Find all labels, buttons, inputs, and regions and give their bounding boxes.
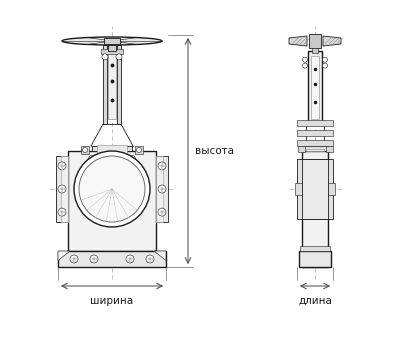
Circle shape bbox=[158, 162, 166, 170]
Circle shape bbox=[158, 185, 166, 193]
Bar bbox=[298, 146, 304, 152]
Bar bbox=[156, 156, 163, 222]
Bar bbox=[306, 149, 324, 151]
Bar bbox=[300, 246, 330, 251]
Bar bbox=[308, 51, 322, 124]
Bar bbox=[97, 145, 127, 156]
Bar bbox=[309, 34, 321, 48]
Circle shape bbox=[58, 208, 66, 216]
Circle shape bbox=[128, 155, 136, 163]
Circle shape bbox=[100, 155, 108, 163]
Bar bbox=[297, 140, 333, 146]
Circle shape bbox=[58, 185, 66, 193]
Circle shape bbox=[126, 255, 134, 263]
Bar bbox=[92, 146, 132, 151]
Circle shape bbox=[146, 255, 154, 263]
Circle shape bbox=[116, 155, 124, 163]
Circle shape bbox=[82, 147, 88, 153]
Bar bbox=[81, 146, 89, 154]
Circle shape bbox=[322, 57, 328, 62]
Polygon shape bbox=[323, 36, 341, 46]
Bar bbox=[117, 45, 121, 124]
Circle shape bbox=[74, 151, 150, 227]
Circle shape bbox=[302, 63, 308, 68]
Bar bbox=[58, 251, 166, 267]
Circle shape bbox=[322, 63, 328, 68]
Circle shape bbox=[158, 208, 166, 216]
Bar bbox=[104, 38, 120, 44]
Bar bbox=[103, 45, 107, 124]
Circle shape bbox=[136, 147, 142, 153]
Bar bbox=[302, 151, 328, 267]
Ellipse shape bbox=[62, 37, 162, 45]
Text: длина: длина bbox=[298, 296, 332, 306]
Bar bbox=[101, 49, 123, 54]
Bar bbox=[299, 251, 331, 267]
Bar bbox=[326, 146, 332, 152]
Bar bbox=[312, 48, 318, 53]
Bar bbox=[108, 45, 116, 119]
Polygon shape bbox=[289, 36, 307, 46]
Circle shape bbox=[88, 155, 96, 163]
Text: высота: высота bbox=[195, 146, 234, 156]
Bar bbox=[108, 45, 116, 51]
Text: ширина: ширина bbox=[90, 296, 134, 306]
Bar bbox=[297, 159, 333, 219]
Bar bbox=[297, 130, 333, 136]
Circle shape bbox=[102, 54, 108, 60]
Circle shape bbox=[302, 57, 308, 62]
Bar bbox=[311, 56, 319, 119]
Circle shape bbox=[79, 156, 145, 222]
Bar bbox=[135, 146, 143, 154]
Bar bbox=[68, 151, 156, 251]
Bar bbox=[61, 156, 68, 222]
Bar bbox=[56, 156, 68, 222]
Bar bbox=[303, 146, 327, 151]
Circle shape bbox=[70, 255, 78, 263]
Bar bbox=[302, 159, 328, 219]
Circle shape bbox=[58, 162, 66, 170]
Circle shape bbox=[116, 54, 122, 60]
Polygon shape bbox=[58, 251, 70, 261]
Bar bbox=[156, 156, 168, 222]
Bar bbox=[295, 183, 335, 195]
Bar bbox=[297, 120, 333, 126]
Circle shape bbox=[90, 255, 98, 263]
Polygon shape bbox=[154, 251, 166, 261]
